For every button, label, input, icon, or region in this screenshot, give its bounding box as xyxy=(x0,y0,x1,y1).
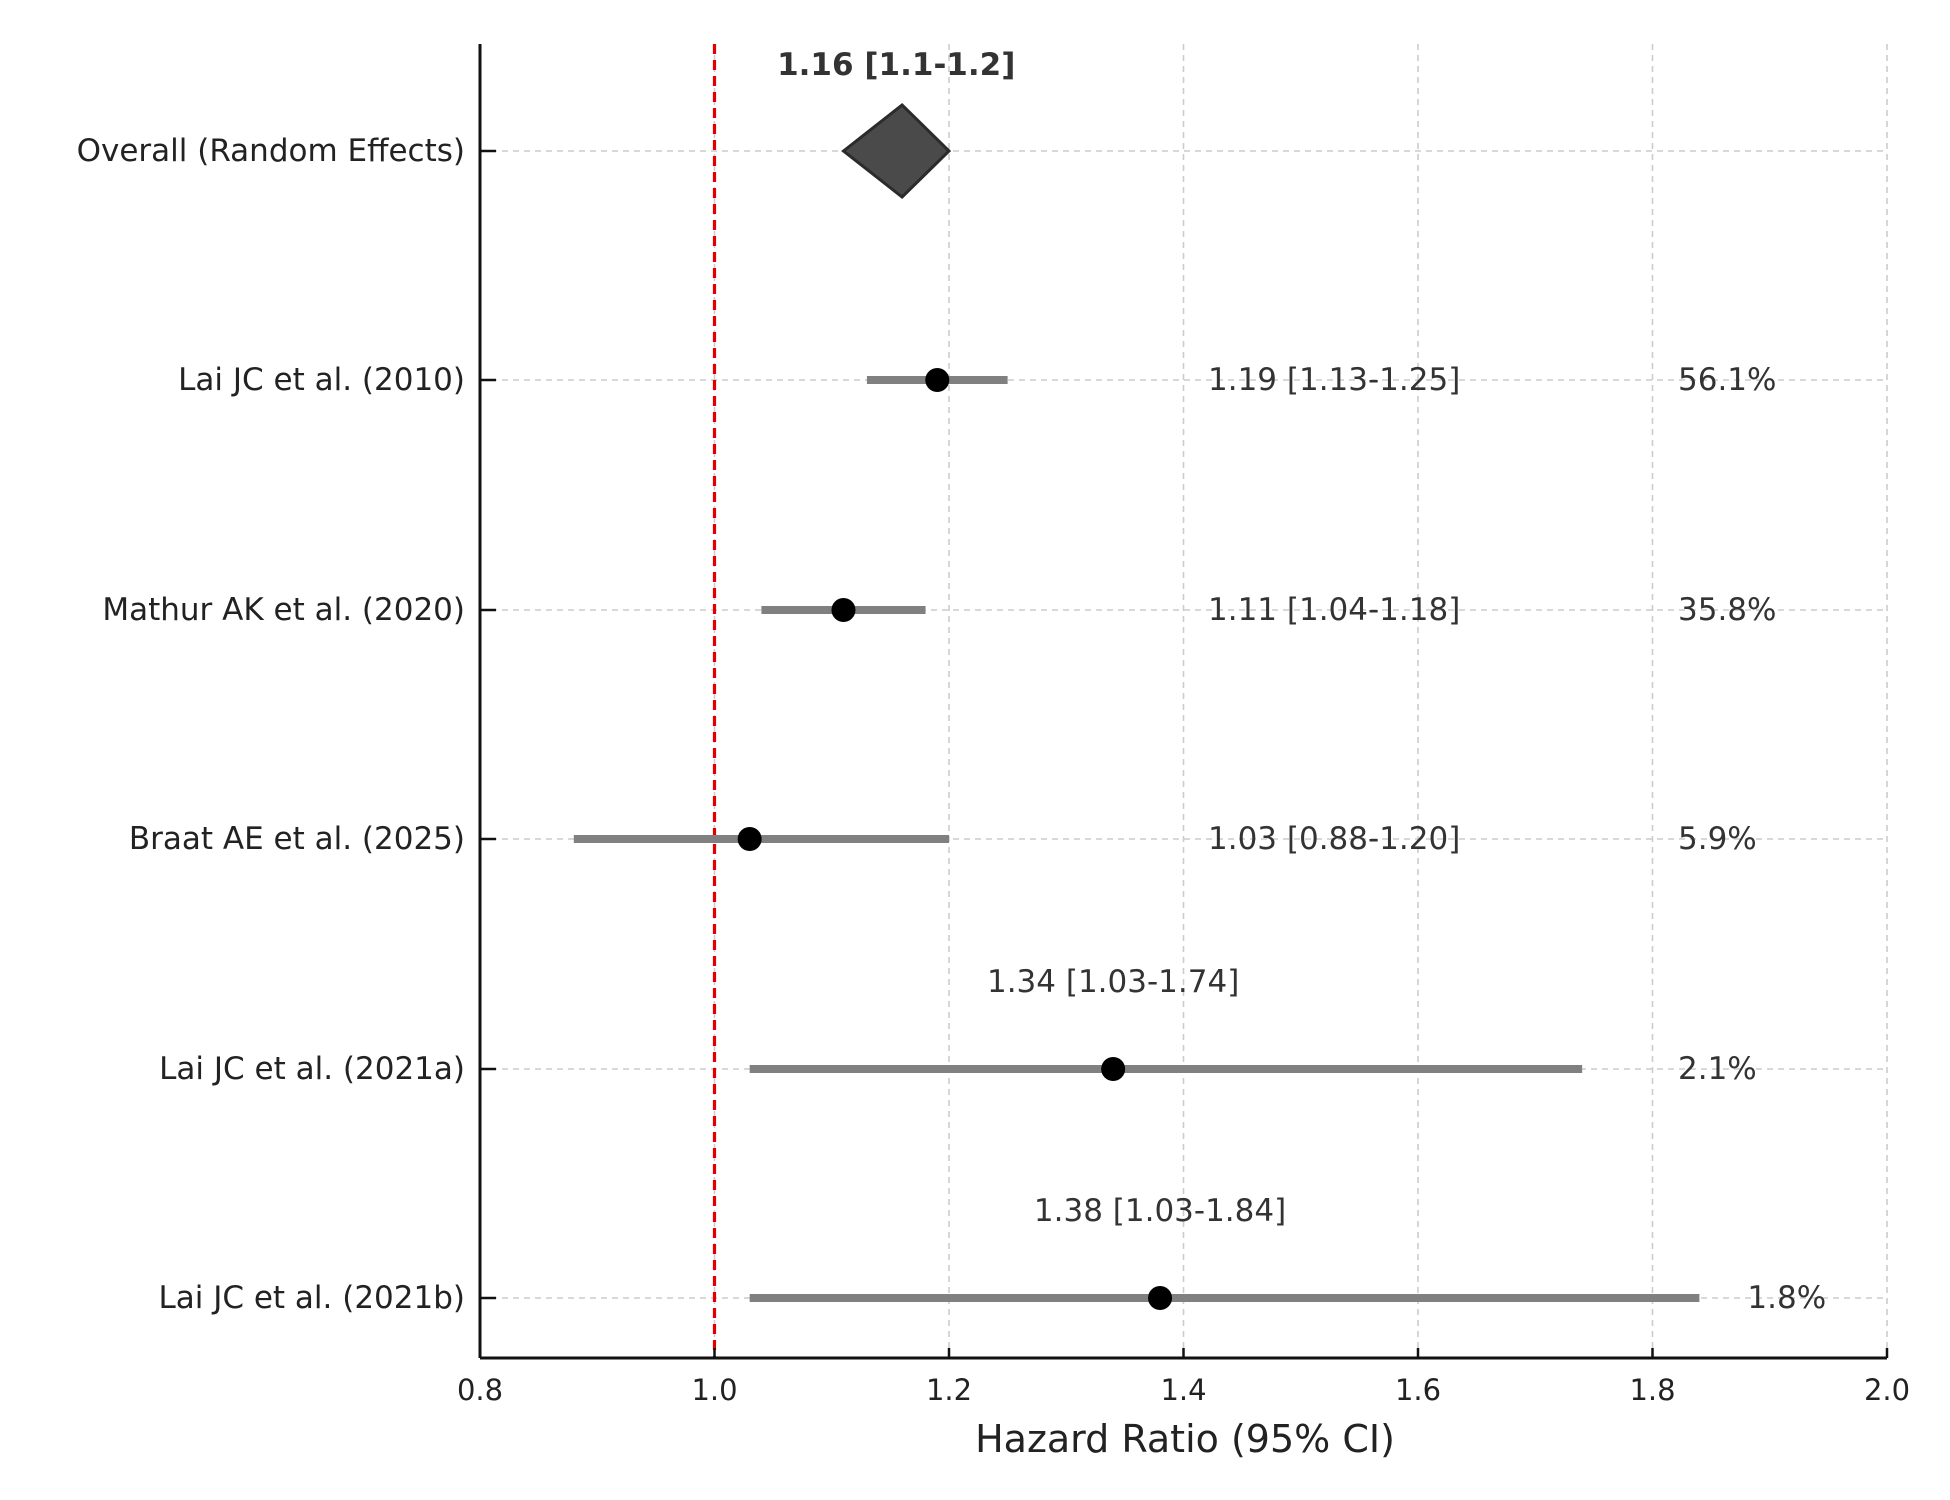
summary-annotation: 1.16 [1.1-1.2] xyxy=(777,47,1015,83)
x-tick-label: 1.0 xyxy=(691,1373,737,1407)
weight-annotation: 1.8% xyxy=(1747,1280,1826,1316)
point-estimate xyxy=(831,598,856,622)
estimate-annotation: 1.38 [1.03-1.84] xyxy=(1034,1193,1286,1229)
estimate-annotation: 1.03 [0.88-1.20] xyxy=(1208,821,1460,857)
x-axis-title: Hazard Ratio (95% CI) xyxy=(975,1417,1395,1461)
text-layer: Hazard Ratio (95% CI) 0.8 1.0 1.2 1.4 1.6 1.8… xyxy=(77,47,1910,1461)
point-estimate xyxy=(737,827,762,851)
row-label: Mathur AK et al. (2020) xyxy=(102,592,465,628)
row-label: Lai JC et al. (2021a) xyxy=(159,1051,465,1087)
point-estimate xyxy=(1148,1286,1173,1310)
point-estimate xyxy=(925,368,950,392)
estimate-annotation: 1.19 [1.13-1.25] xyxy=(1208,362,1460,398)
weight-annotation: 35.8% xyxy=(1678,592,1776,628)
estimate-annotation: 1.34 [1.03-1.74] xyxy=(987,964,1239,1000)
row-label: Braat AE et al. (2025) xyxy=(129,821,465,857)
x-tick-label: 1.8 xyxy=(1629,1373,1675,1407)
weight-annotation: 56.1% xyxy=(1678,362,1776,398)
marks-layer xyxy=(573,103,1700,1310)
x-tick-label: 1.2 xyxy=(926,1373,972,1407)
x-tick-label: 0.8 xyxy=(457,1373,503,1407)
estimate-annotation: 1.11 [1.04-1.18] xyxy=(1208,592,1460,628)
weight-annotation: 5.9% xyxy=(1678,821,1757,857)
x-tick-label: 1.6 xyxy=(1395,1373,1441,1407)
x-tick-label: 1.4 xyxy=(1160,1373,1206,1407)
grid-layer xyxy=(479,44,1888,1358)
x-tick-label: 2.0 xyxy=(1864,1373,1910,1407)
summary-diamond xyxy=(841,103,952,199)
point-estimate xyxy=(1101,1057,1126,1081)
weight-annotation: 2.1% xyxy=(1678,1051,1757,1087)
axes-layer xyxy=(478,44,1889,1360)
row-label: Overall (Random Effects) xyxy=(77,133,465,169)
row-label: Lai JC et al. (2010) xyxy=(178,362,465,398)
row-label: Lai JC et al. (2021b) xyxy=(158,1280,465,1316)
